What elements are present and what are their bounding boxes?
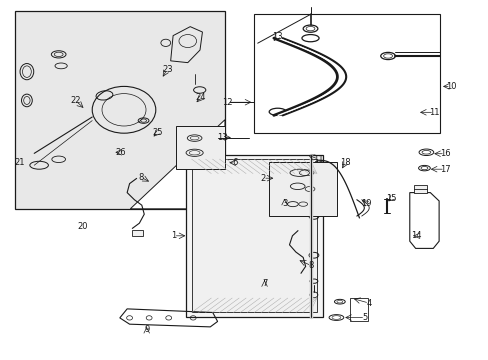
Text: 11: 11 (312, 155, 323, 163)
Text: 25: 25 (152, 128, 163, 137)
Bar (185, 155, 322, 317)
Text: 7: 7 (262, 279, 266, 288)
Bar (176, 126, 224, 169)
Text: 3: 3 (282, 199, 286, 207)
Text: 19: 19 (361, 199, 371, 208)
Text: 22: 22 (70, 96, 81, 105)
Text: 13: 13 (217, 133, 227, 142)
Text: 8: 8 (138, 173, 143, 182)
Text: 15: 15 (385, 194, 396, 203)
Text: 6: 6 (232, 158, 237, 167)
Text: 1: 1 (171, 231, 176, 240)
Bar (254, 14, 439, 133)
Text: 11: 11 (428, 108, 439, 117)
Text: 20: 20 (77, 222, 87, 231)
Text: 24: 24 (195, 94, 205, 103)
Text: 4: 4 (366, 299, 371, 307)
Text: 10: 10 (445, 82, 455, 91)
Bar (349, 298, 367, 321)
Text: 18: 18 (339, 158, 350, 167)
Text: 12: 12 (222, 98, 232, 107)
Text: 14: 14 (410, 231, 421, 240)
Bar (15, 11, 224, 209)
Text: 13: 13 (272, 32, 283, 41)
Text: 26: 26 (115, 148, 126, 157)
Text: 8: 8 (308, 261, 313, 270)
Bar (132, 230, 142, 236)
Text: 9: 9 (144, 325, 149, 334)
Text: 21: 21 (14, 158, 25, 167)
Polygon shape (130, 120, 224, 209)
Text: 2: 2 (260, 174, 265, 183)
Text: 17: 17 (439, 165, 449, 174)
Bar (268, 162, 337, 216)
Text: 5: 5 (362, 313, 367, 322)
Text: 16: 16 (439, 149, 449, 158)
Bar (413, 185, 427, 193)
Bar (191, 159, 316, 312)
Text: 23: 23 (162, 65, 172, 74)
